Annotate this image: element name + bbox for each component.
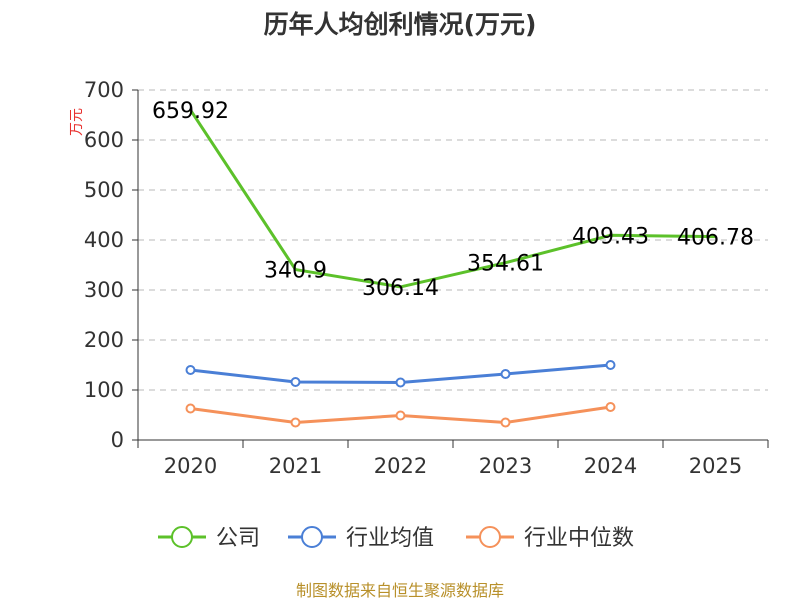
y-tick-label: 700 [84, 78, 124, 102]
data-point[interactable] [500, 369, 511, 379]
data-source-note: 制图数据来自恒生聚源数据库 [296, 581, 504, 600]
data-point[interactable] [185, 403, 196, 414]
y-tick-label: 500 [84, 178, 124, 202]
data-label: 354.61 [467, 252, 544, 277]
data-point[interactable] [605, 402, 616, 412]
y-tick-label: 300 [84, 278, 124, 302]
series-lines [185, 109, 716, 428]
legend-marker [301, 526, 323, 548]
data-label: 409.43 [572, 224, 649, 249]
x-tick-label: 2024 [584, 454, 637, 478]
legend[interactable]: 公司 行业均值 行业中位数 [158, 526, 634, 551]
data-label: 659.92 [152, 99, 229, 124]
data-label: 306.14 [362, 276, 439, 301]
data-label: 406.78 [677, 226, 754, 251]
data-point[interactable] [290, 377, 301, 387]
chart-title: 历年人均创利情况(万元) [264, 10, 537, 39]
y-axis-label: 万元 [69, 108, 85, 136]
legend-label: 行业中位数 [524, 526, 634, 551]
legend-item-0[interactable]: 公司 [158, 526, 260, 551]
y-tick-label: 400 [84, 228, 124, 252]
x-tick-label: 2022 [374, 454, 427, 478]
y-tick-label: 200 [84, 328, 124, 352]
legend-item-2[interactable]: 行业中位数 [466, 526, 634, 551]
legend-label: 行业均值 [346, 526, 434, 551]
data-point[interactable] [395, 410, 406, 421]
legend-marker [171, 526, 193, 548]
data-point[interactable] [290, 417, 301, 428]
x-tick-label: 2025 [689, 454, 742, 478]
x-tick-label: 2020 [164, 454, 217, 478]
x-tick-label: 2021 [269, 454, 322, 478]
x-tick-label: 2023 [479, 454, 532, 478]
y-tick-label: 100 [84, 378, 124, 402]
legend-item-1[interactable]: 行业均值 [288, 526, 434, 551]
y-tick-label: 0 [111, 428, 124, 452]
data-point[interactable] [500, 417, 511, 428]
data-label: 340.9 [264, 259, 327, 284]
legend-label: 公司 [216, 526, 260, 551]
y-tick-label: 600 [84, 128, 124, 152]
series-line-0 [189, 109, 716, 289]
data-labels: 659.92 340.9 306.14 354.61 409.43 406.78 [152, 99, 754, 301]
data-point[interactable] [395, 377, 406, 388]
data-point[interactable] [185, 365, 196, 375]
axes: 0 100 200 300 400 500 600 700 2020 2021 2022 2023 20… [84, 78, 769, 478]
data-point[interactable] [605, 360, 616, 370]
gridlines [138, 89, 768, 391]
legend-marker [479, 526, 501, 548]
